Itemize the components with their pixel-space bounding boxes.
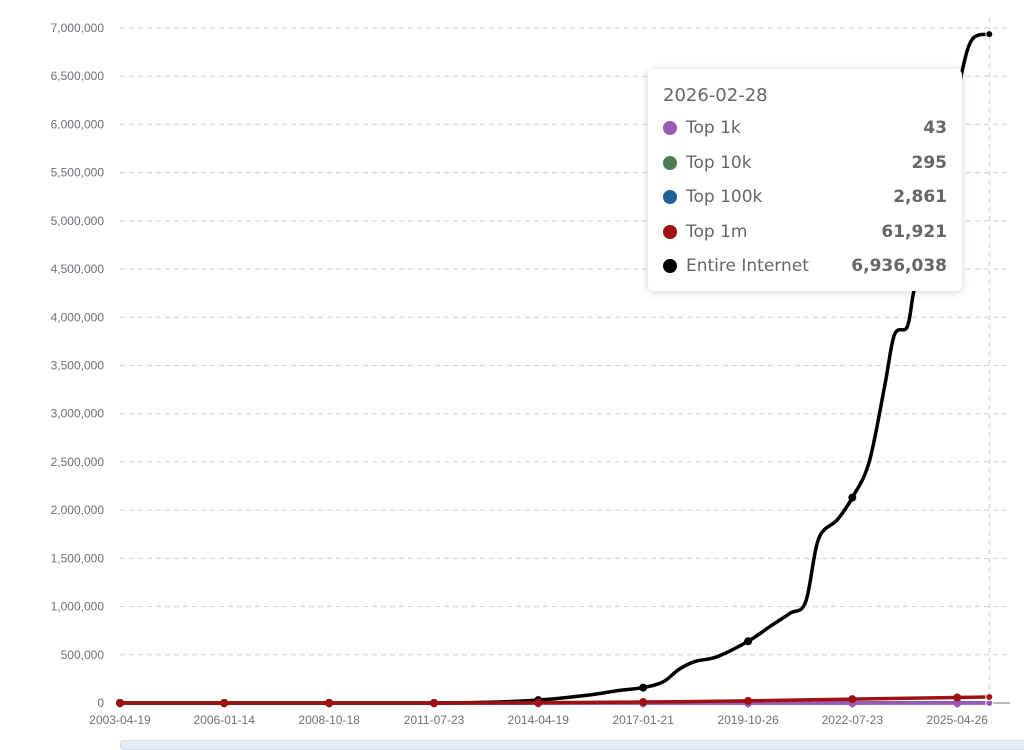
data-point — [745, 697, 752, 704]
data-point — [431, 700, 438, 707]
series-dot-icon — [663, 259, 677, 273]
data-point — [745, 638, 752, 645]
data-point — [535, 699, 542, 706]
data-point — [640, 699, 647, 706]
tooltip-series-name: Top 100k — [686, 187, 893, 207]
x-tick-label: 2003-04-19 — [89, 713, 151, 727]
tooltip-series-value: 2,861 — [893, 187, 947, 207]
x-tick-label: 2025-04-26 — [927, 713, 989, 727]
data-point — [849, 696, 856, 703]
x-tick-label: 2017-01-21 — [612, 713, 674, 727]
y-tick-label: 3,000,000 — [51, 407, 105, 421]
x-tick-label: 2008-10-18 — [298, 713, 360, 727]
series-dot-icon — [663, 190, 677, 204]
x-tick-label: 2022-07-23 — [822, 713, 884, 727]
y-tick-label: 5,500,000 — [51, 166, 105, 180]
series-dot-icon — [663, 121, 677, 135]
x-tick-label: 2014-04-19 — [508, 713, 570, 727]
y-tick-label: 7,000,000 — [51, 21, 105, 35]
x-tick-label: 2011-07-23 — [404, 713, 465, 727]
y-tick-label: 3,500,000 — [51, 359, 105, 373]
tooltip-series-name: Entire Internet — [686, 256, 851, 276]
data-point — [221, 700, 228, 707]
x-tick-label: 2006-01-14 — [194, 713, 256, 727]
tooltip-series-name: Top 10k — [686, 153, 912, 173]
tooltip-series-name: Top 1m — [686, 222, 881, 242]
tooltip-series-name: Top 1k — [686, 118, 923, 138]
tooltip-date: 2026-02-28 — [663, 85, 768, 106]
y-tick-label: 6,500,000 — [51, 69, 105, 83]
y-tick-label: 4,500,000 — [51, 262, 105, 276]
tooltip-series-value: 43 — [923, 118, 947, 138]
data-point — [986, 31, 993, 38]
y-tick-label: 2,000,000 — [51, 503, 105, 517]
tooltip-series-value: 61,921 — [881, 222, 947, 242]
y-tick-label: 2,500,000 — [51, 455, 105, 469]
y-tick-label: 500,000 — [61, 648, 105, 662]
y-tick-label: 1,000,000 — [51, 600, 105, 614]
data-point — [117, 700, 124, 707]
x-tick-label: 2019-10-26 — [717, 713, 779, 727]
data-point — [954, 694, 961, 701]
y-tick-label: 1,500,000 — [51, 551, 105, 565]
series-dot-icon — [663, 156, 677, 170]
y-tick-label: 5,000,000 — [51, 214, 105, 228]
y-tick-label: 6,000,000 — [51, 117, 105, 131]
zoom-slider[interactable] — [120, 740, 1024, 750]
data-point — [326, 700, 333, 707]
y-tick-label: 0 — [97, 696, 104, 710]
data-point — [986, 694, 993, 701]
data-point — [640, 684, 647, 691]
tooltip-series-value: 295 — [912, 153, 948, 173]
series-dot-icon — [663, 225, 677, 239]
data-point — [849, 494, 856, 501]
tooltip-series-value: 6,936,038 — [851, 256, 947, 276]
y-tick-label: 4,000,000 — [51, 310, 105, 324]
